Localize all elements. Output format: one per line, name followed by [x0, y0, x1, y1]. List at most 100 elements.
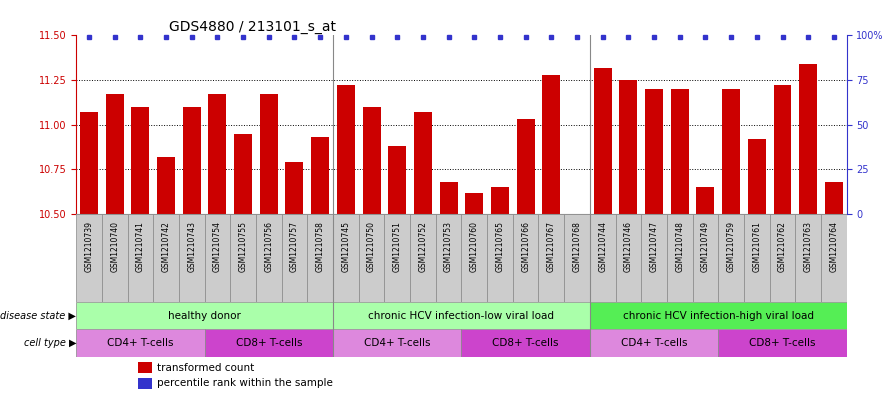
Bar [590, 214, 616, 302]
Bar [234, 134, 252, 214]
Bar [286, 162, 304, 214]
Bar [722, 89, 740, 214]
Bar [204, 214, 230, 302]
Bar [435, 214, 461, 302]
Bar [773, 85, 791, 214]
Bar [671, 89, 689, 214]
Bar [281, 214, 307, 302]
Text: CD4+ T-cells: CD4+ T-cells [108, 338, 174, 348]
Text: GSM1210748: GSM1210748 [676, 221, 685, 272]
Bar [744, 214, 770, 302]
Bar [645, 89, 663, 214]
Bar [388, 146, 406, 214]
Text: GSM1210757: GSM1210757 [290, 221, 299, 272]
Bar [719, 214, 744, 302]
Text: GSM1210756: GSM1210756 [264, 221, 273, 272]
Bar [333, 302, 590, 329]
Text: GDS4880 / 213101_s_at: GDS4880 / 213101_s_at [168, 20, 336, 34]
Text: CD4+ T-cells: CD4+ T-cells [621, 338, 687, 348]
Bar [333, 329, 461, 357]
Text: GSM1210747: GSM1210747 [650, 221, 659, 272]
Text: GSM1210752: GSM1210752 [418, 221, 427, 272]
Bar [76, 329, 204, 357]
Text: GSM1210765: GSM1210765 [495, 221, 504, 272]
Text: GSM1210742: GSM1210742 [161, 221, 170, 272]
Text: GSM1210758: GSM1210758 [315, 221, 324, 272]
Bar [465, 193, 483, 214]
Text: GSM1210753: GSM1210753 [444, 221, 453, 272]
Text: GSM1210761: GSM1210761 [753, 221, 762, 272]
Bar [590, 302, 847, 329]
Bar [358, 214, 384, 302]
Bar [696, 187, 714, 214]
Text: GSM1210763: GSM1210763 [804, 221, 813, 272]
Bar [825, 182, 843, 214]
Text: GSM1210751: GSM1210751 [392, 221, 401, 272]
Bar [796, 214, 821, 302]
Text: GSM1210739: GSM1210739 [84, 221, 93, 272]
Bar [461, 214, 487, 302]
Bar [153, 214, 179, 302]
Bar [799, 64, 817, 214]
Text: GSM1210744: GSM1210744 [599, 221, 607, 272]
Bar [76, 214, 102, 302]
Bar [363, 107, 381, 214]
Bar [616, 214, 642, 302]
Bar [821, 214, 847, 302]
Text: GSM1210740: GSM1210740 [110, 221, 119, 272]
Text: GSM1210762: GSM1210762 [778, 221, 787, 272]
Text: GSM1210766: GSM1210766 [521, 221, 530, 272]
Text: GSM1210746: GSM1210746 [624, 221, 633, 272]
Bar [517, 119, 535, 214]
Bar [440, 182, 458, 214]
Bar [770, 214, 796, 302]
Bar [384, 214, 410, 302]
Bar [414, 112, 432, 214]
Bar [230, 214, 256, 302]
Text: CD8+ T-cells: CD8+ T-cells [749, 338, 815, 348]
Text: percentile rank within the sample: percentile rank within the sample [157, 378, 333, 388]
Bar [256, 214, 281, 302]
Bar [590, 329, 719, 357]
Bar [513, 214, 538, 302]
Bar [179, 214, 204, 302]
Text: CD8+ T-cells: CD8+ T-cells [236, 338, 302, 348]
Text: GSM1210741: GSM1210741 [136, 221, 145, 272]
Text: GSM1210750: GSM1210750 [367, 221, 376, 272]
Bar [461, 329, 590, 357]
Bar [127, 214, 153, 302]
Bar [80, 112, 98, 214]
Bar [307, 214, 333, 302]
Bar [138, 378, 151, 389]
Bar [337, 85, 355, 214]
Bar [564, 214, 590, 302]
Bar [102, 214, 127, 302]
Bar [693, 214, 719, 302]
Bar [311, 137, 329, 214]
Bar [594, 68, 612, 214]
Bar [619, 80, 637, 214]
Text: GSM1210764: GSM1210764 [830, 221, 839, 272]
Bar [538, 214, 564, 302]
Text: GSM1210767: GSM1210767 [547, 221, 556, 272]
Bar [138, 362, 151, 373]
Text: CD4+ T-cells: CD4+ T-cells [364, 338, 430, 348]
Text: transformed count: transformed count [157, 364, 254, 373]
Bar [260, 94, 278, 214]
Text: GSM1210749: GSM1210749 [701, 221, 710, 272]
Bar [183, 107, 201, 214]
Text: GSM1210760: GSM1210760 [470, 221, 478, 272]
Bar [491, 187, 509, 214]
Bar [132, 107, 150, 214]
Bar [719, 329, 847, 357]
Bar [542, 75, 560, 214]
Bar [333, 214, 358, 302]
Text: CD8+ T-cells: CD8+ T-cells [493, 338, 559, 348]
Text: healthy donor: healthy donor [168, 310, 241, 321]
Text: chronic HCV infection-high viral load: chronic HCV infection-high viral load [623, 310, 814, 321]
Text: GSM1210759: GSM1210759 [727, 221, 736, 272]
Text: GSM1210754: GSM1210754 [213, 221, 222, 272]
Bar [106, 94, 124, 214]
Text: cell type ▶: cell type ▶ [23, 338, 76, 348]
Bar [204, 329, 333, 357]
